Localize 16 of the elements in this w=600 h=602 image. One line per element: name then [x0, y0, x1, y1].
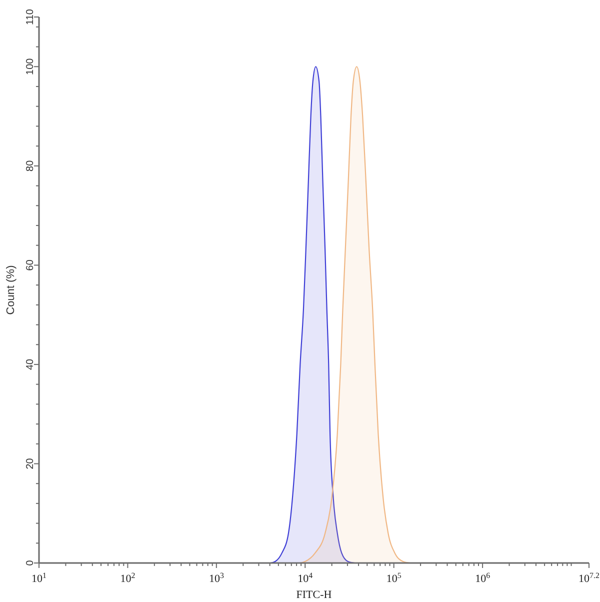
x-tick-label: 10$^{3}$ — [208, 570, 224, 585]
y-tick-label: 110 — [25, 8, 36, 25]
x-tick-label: 10$^{5}$ — [386, 570, 402, 585]
x-tick-label: 10$^{1}$ — [32, 570, 47, 585]
y-tick-label: 40 — [25, 358, 36, 370]
x-tick-label: 10$^{2}$ — [120, 570, 136, 585]
x-tick-label: 10$^{4}$ — [298, 570, 313, 585]
y-tick-label: 100 — [25, 58, 36, 75]
y-tick-label: 0 — [25, 560, 36, 566]
y-tick-label: 60 — [25, 259, 36, 271]
y-tick-label: 20 — [25, 458, 36, 470]
x-axis-title: FITC-H — [296, 589, 332, 601]
x-tick-label: 10$^{6}$ — [475, 570, 490, 585]
y-axis-title: Count (%) — [5, 265, 17, 315]
x-tick-label: 10$^{7.2}$ — [578, 570, 600, 585]
y-tick-label: 80 — [25, 160, 36, 172]
